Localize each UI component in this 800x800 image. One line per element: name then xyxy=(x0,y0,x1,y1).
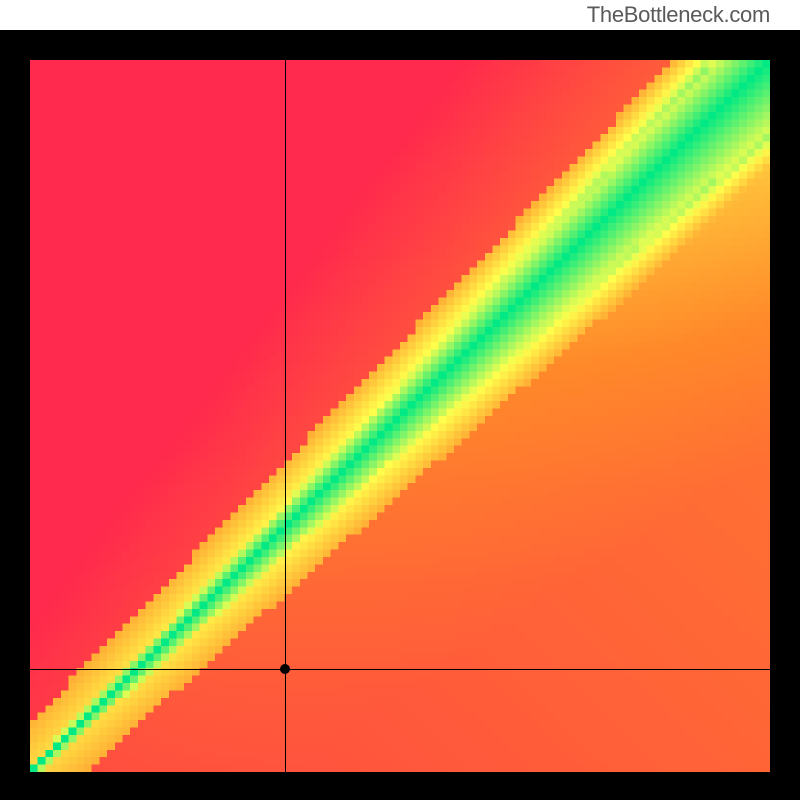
crosshair-horizontal xyxy=(30,669,770,670)
heatmap-canvas xyxy=(30,60,770,772)
heatmap-plot-area xyxy=(30,60,770,772)
marker-dot xyxy=(280,664,290,674)
watermark-text: TheBottleneck.com xyxy=(587,2,770,28)
